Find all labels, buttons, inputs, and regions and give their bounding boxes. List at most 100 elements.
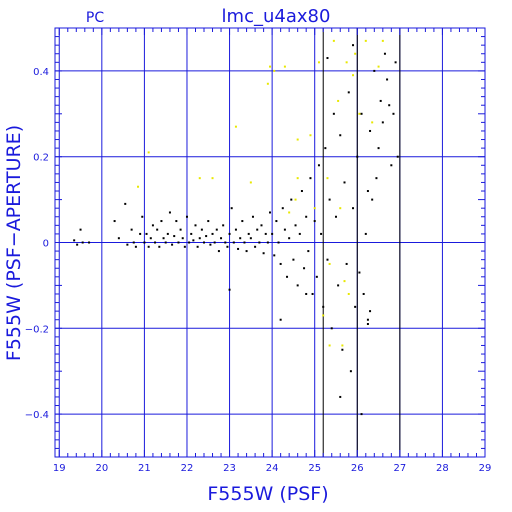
data-point bbox=[313, 207, 316, 210]
x-axis-label: F555W (PSF) bbox=[207, 483, 328, 505]
data-point bbox=[324, 147, 327, 150]
data-point bbox=[141, 215, 144, 218]
x-tick-label: 29 bbox=[479, 463, 492, 474]
data-point bbox=[343, 280, 346, 283]
data-point bbox=[251, 215, 254, 218]
data-point bbox=[296, 138, 299, 141]
data-point bbox=[156, 228, 159, 231]
data-point bbox=[369, 310, 372, 313]
data-point bbox=[113, 220, 116, 223]
data-point bbox=[315, 275, 318, 278]
data-point bbox=[392, 112, 395, 115]
data-point bbox=[234, 228, 237, 231]
data-point bbox=[328, 344, 331, 347]
x-tick-label: 24 bbox=[266, 463, 279, 474]
data-point bbox=[126, 243, 129, 246]
data-point bbox=[209, 243, 212, 246]
data-point bbox=[88, 241, 91, 244]
y-tick-label: −0.4 bbox=[25, 410, 49, 421]
data-point bbox=[237, 247, 240, 250]
data-point bbox=[273, 254, 276, 257]
x-tick-label: 20 bbox=[95, 463, 108, 474]
data-point bbox=[73, 239, 76, 242]
data-point bbox=[173, 235, 176, 238]
y-tick-label: −0.2 bbox=[25, 324, 49, 335]
data-point bbox=[305, 292, 308, 295]
data-point bbox=[130, 228, 133, 231]
data-point bbox=[245, 250, 248, 253]
data-point bbox=[230, 207, 233, 210]
x-tick-label: 27 bbox=[393, 463, 406, 474]
data-point bbox=[247, 232, 250, 235]
data-point bbox=[305, 215, 308, 218]
data-point bbox=[281, 207, 284, 210]
data-point bbox=[347, 91, 350, 94]
data-point bbox=[196, 245, 199, 248]
data-point bbox=[145, 232, 148, 235]
data-point bbox=[360, 112, 363, 115]
data-point bbox=[326, 177, 329, 180]
data-point bbox=[224, 241, 227, 244]
data-point bbox=[292, 258, 295, 261]
data-point bbox=[190, 232, 193, 235]
data-point bbox=[347, 292, 350, 295]
data-point bbox=[181, 237, 184, 240]
vertical-marker-lines bbox=[322, 28, 401, 457]
data-point bbox=[139, 232, 142, 235]
data-point bbox=[254, 245, 257, 248]
data-point bbox=[337, 99, 340, 102]
data-points bbox=[73, 39, 399, 416]
data-point bbox=[203, 241, 206, 244]
data-point bbox=[352, 207, 355, 210]
data-point bbox=[294, 198, 297, 201]
data-point bbox=[215, 228, 218, 231]
data-point bbox=[205, 235, 208, 238]
data-point bbox=[222, 224, 225, 227]
x-tick-label: 19 bbox=[53, 463, 66, 474]
data-point bbox=[309, 134, 312, 137]
data-point bbox=[81, 241, 84, 244]
data-point bbox=[166, 232, 169, 235]
x-tick-label: 26 bbox=[351, 463, 364, 474]
data-point bbox=[352, 74, 355, 77]
data-point bbox=[356, 155, 359, 158]
data-point bbox=[309, 177, 312, 180]
data-point bbox=[76, 243, 79, 246]
corner-label: PC bbox=[86, 10, 104, 26]
data-point bbox=[273, 69, 276, 72]
data-point bbox=[322, 314, 325, 317]
data-point bbox=[334, 215, 337, 218]
data-point bbox=[358, 112, 361, 115]
data-point bbox=[192, 239, 195, 242]
data-point bbox=[283, 228, 286, 231]
data-point bbox=[394, 61, 397, 64]
data-point bbox=[341, 344, 344, 347]
data-point bbox=[175, 220, 178, 223]
chart-title: lmc_u4ax80 bbox=[222, 6, 331, 27]
data-point bbox=[228, 288, 231, 291]
x-tick-label: 22 bbox=[181, 463, 194, 474]
data-point bbox=[211, 232, 214, 235]
data-point bbox=[300, 190, 303, 193]
y-axis-label: F555W (PSF−APERTURE) bbox=[3, 125, 25, 361]
data-point bbox=[364, 39, 367, 42]
data-point bbox=[228, 232, 231, 235]
data-point bbox=[366, 318, 369, 321]
data-point bbox=[303, 267, 306, 270]
data-point bbox=[390, 164, 393, 167]
data-point bbox=[279, 262, 282, 265]
data-point bbox=[366, 323, 369, 326]
data-point bbox=[386, 78, 389, 81]
data-point bbox=[313, 220, 316, 223]
data-point bbox=[168, 211, 171, 214]
data-point bbox=[349, 370, 352, 373]
data-point bbox=[377, 147, 380, 150]
data-point bbox=[345, 262, 348, 265]
data-point bbox=[322, 305, 325, 308]
data-point bbox=[151, 224, 154, 227]
data-point bbox=[188, 241, 191, 244]
data-point bbox=[217, 250, 220, 253]
data-point bbox=[339, 134, 342, 137]
data-point bbox=[147, 245, 150, 248]
data-point bbox=[179, 228, 182, 231]
